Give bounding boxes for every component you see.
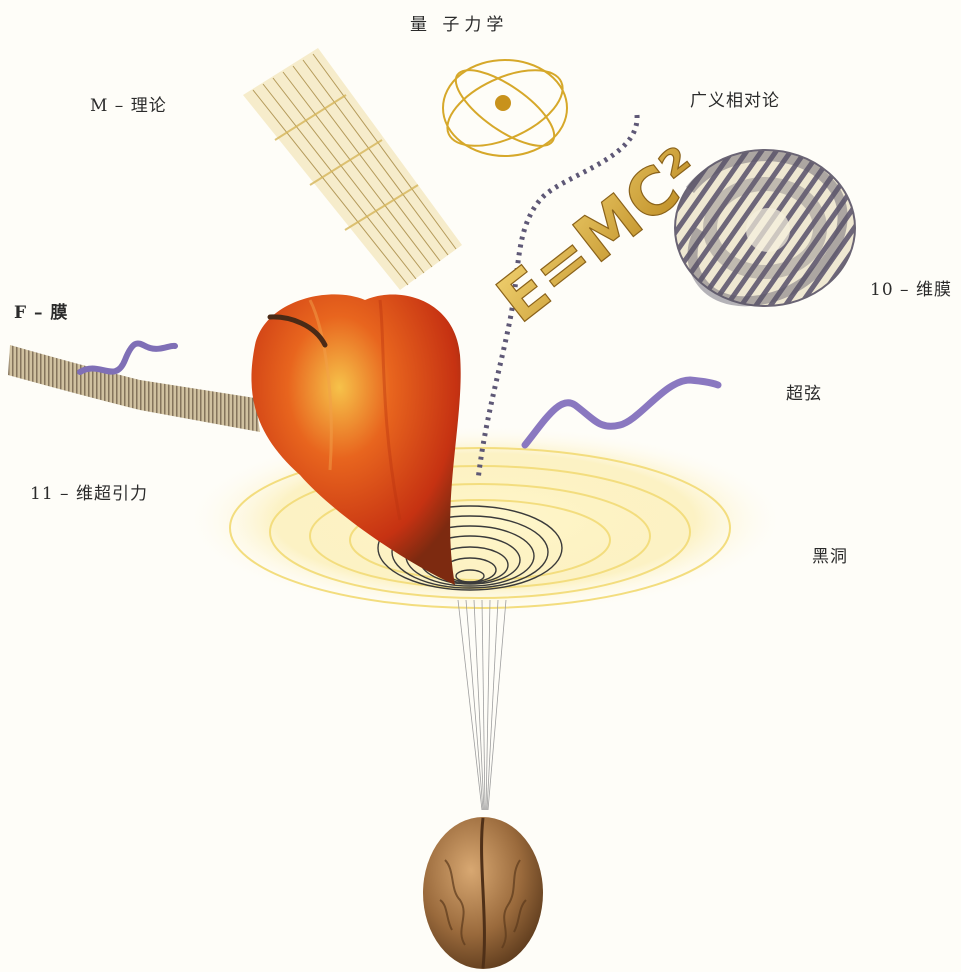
ten-brane-knot xyxy=(674,149,856,307)
label-black-hole: 黑洞 xyxy=(812,547,848,567)
dotted-trail xyxy=(475,114,640,481)
label-11d-supergravity: 11 – 维超引力 xyxy=(30,484,148,504)
superstring-curve xyxy=(521,376,722,449)
black-hole-glow xyxy=(185,425,785,615)
black-hole-throat xyxy=(457,599,507,811)
m-theory-sheet xyxy=(243,48,462,290)
atom-icon xyxy=(442,59,568,157)
label-ten-brane: 10 – 维膜 xyxy=(870,280,952,300)
f-brane-ribbon xyxy=(8,345,260,432)
label-general-relativity: 广义相对论 xyxy=(690,91,780,111)
label-m-theory: M – 理论 xyxy=(90,96,167,116)
walnut-icon xyxy=(423,817,543,969)
label-superstring: 超弦 xyxy=(786,384,822,404)
label-quantum-mechanics: 量 子力学 xyxy=(410,15,509,35)
label-f-brane: F – 膜 xyxy=(14,303,69,323)
apple-icon xyxy=(251,294,461,585)
f-brane-string xyxy=(77,340,178,375)
